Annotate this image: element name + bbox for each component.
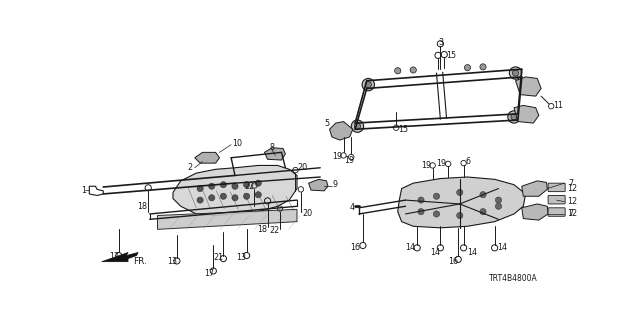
Circle shape <box>480 192 486 198</box>
Text: 7: 7 <box>568 210 573 219</box>
Circle shape <box>232 195 238 201</box>
Text: 16: 16 <box>448 257 458 266</box>
Polygon shape <box>522 204 548 220</box>
Text: 18: 18 <box>138 202 147 211</box>
Text: 21: 21 <box>213 253 223 262</box>
Text: 17: 17 <box>109 252 120 261</box>
Text: 11: 11 <box>554 101 564 110</box>
Circle shape <box>495 203 502 209</box>
Text: 22: 22 <box>244 182 255 191</box>
Polygon shape <box>157 209 297 229</box>
Text: 10: 10 <box>232 139 242 148</box>
FancyBboxPatch shape <box>548 196 565 204</box>
Text: 3: 3 <box>438 38 443 47</box>
Circle shape <box>418 209 424 215</box>
Circle shape <box>197 186 204 192</box>
Text: 15: 15 <box>446 51 456 60</box>
Text: 4: 4 <box>349 203 355 212</box>
Text: 19: 19 <box>436 159 447 168</box>
Polygon shape <box>264 148 285 160</box>
Circle shape <box>465 65 470 71</box>
Polygon shape <box>514 105 539 123</box>
Text: 14: 14 <box>497 243 507 252</box>
Text: 7: 7 <box>568 179 573 188</box>
Text: 14: 14 <box>430 248 440 257</box>
Text: 18: 18 <box>257 225 267 234</box>
Circle shape <box>255 180 261 186</box>
Text: 1: 1 <box>81 186 86 195</box>
Circle shape <box>255 192 261 198</box>
Text: 13: 13 <box>237 253 246 262</box>
FancyBboxPatch shape <box>548 208 565 216</box>
Circle shape <box>433 193 440 199</box>
Circle shape <box>232 183 238 189</box>
Circle shape <box>209 183 215 189</box>
Circle shape <box>220 193 227 199</box>
FancyBboxPatch shape <box>548 183 565 192</box>
Circle shape <box>480 64 486 70</box>
Circle shape <box>362 78 374 91</box>
Text: 14: 14 <box>406 243 415 252</box>
Text: 13: 13 <box>167 257 177 266</box>
Circle shape <box>365 82 371 88</box>
Circle shape <box>495 197 502 203</box>
Text: 20: 20 <box>303 210 312 219</box>
Text: 14: 14 <box>467 248 477 257</box>
Text: 9: 9 <box>333 180 338 189</box>
Text: 5: 5 <box>324 119 329 128</box>
Polygon shape <box>522 181 547 196</box>
Circle shape <box>244 193 250 199</box>
Text: 12: 12 <box>566 210 577 219</box>
Text: 19: 19 <box>344 156 355 164</box>
Polygon shape <box>516 77 541 96</box>
Polygon shape <box>308 179 328 191</box>
Text: 12: 12 <box>566 184 577 193</box>
Circle shape <box>457 212 463 219</box>
Circle shape <box>480 209 486 215</box>
Circle shape <box>433 211 440 217</box>
Polygon shape <box>330 122 353 140</box>
Circle shape <box>508 111 520 123</box>
Circle shape <box>244 182 250 188</box>
Circle shape <box>418 197 424 203</box>
Circle shape <box>220 182 227 188</box>
Text: FR.: FR. <box>132 257 147 266</box>
Polygon shape <box>173 165 297 215</box>
Circle shape <box>410 67 417 73</box>
Polygon shape <box>195 152 220 163</box>
Circle shape <box>511 114 517 120</box>
Text: 16: 16 <box>349 243 360 252</box>
Text: 2: 2 <box>187 163 192 172</box>
Text: 22: 22 <box>269 227 279 236</box>
Text: 15: 15 <box>397 125 408 134</box>
Polygon shape <box>102 252 138 262</box>
Circle shape <box>209 195 215 201</box>
Text: 19: 19 <box>421 161 431 170</box>
Text: 17: 17 <box>204 269 214 278</box>
Circle shape <box>355 123 360 129</box>
Polygon shape <box>397 177 525 228</box>
Text: 19: 19 <box>332 152 342 161</box>
Text: 6: 6 <box>466 157 471 166</box>
Text: 8: 8 <box>270 143 275 152</box>
Circle shape <box>457 189 463 196</box>
Circle shape <box>395 68 401 74</box>
Circle shape <box>197 197 204 203</box>
Text: 12: 12 <box>566 197 577 206</box>
Circle shape <box>509 67 522 79</box>
Circle shape <box>351 120 364 132</box>
Circle shape <box>513 70 518 76</box>
Text: TRT4B4800A: TRT4B4800A <box>489 274 538 283</box>
Text: 20: 20 <box>297 163 307 172</box>
